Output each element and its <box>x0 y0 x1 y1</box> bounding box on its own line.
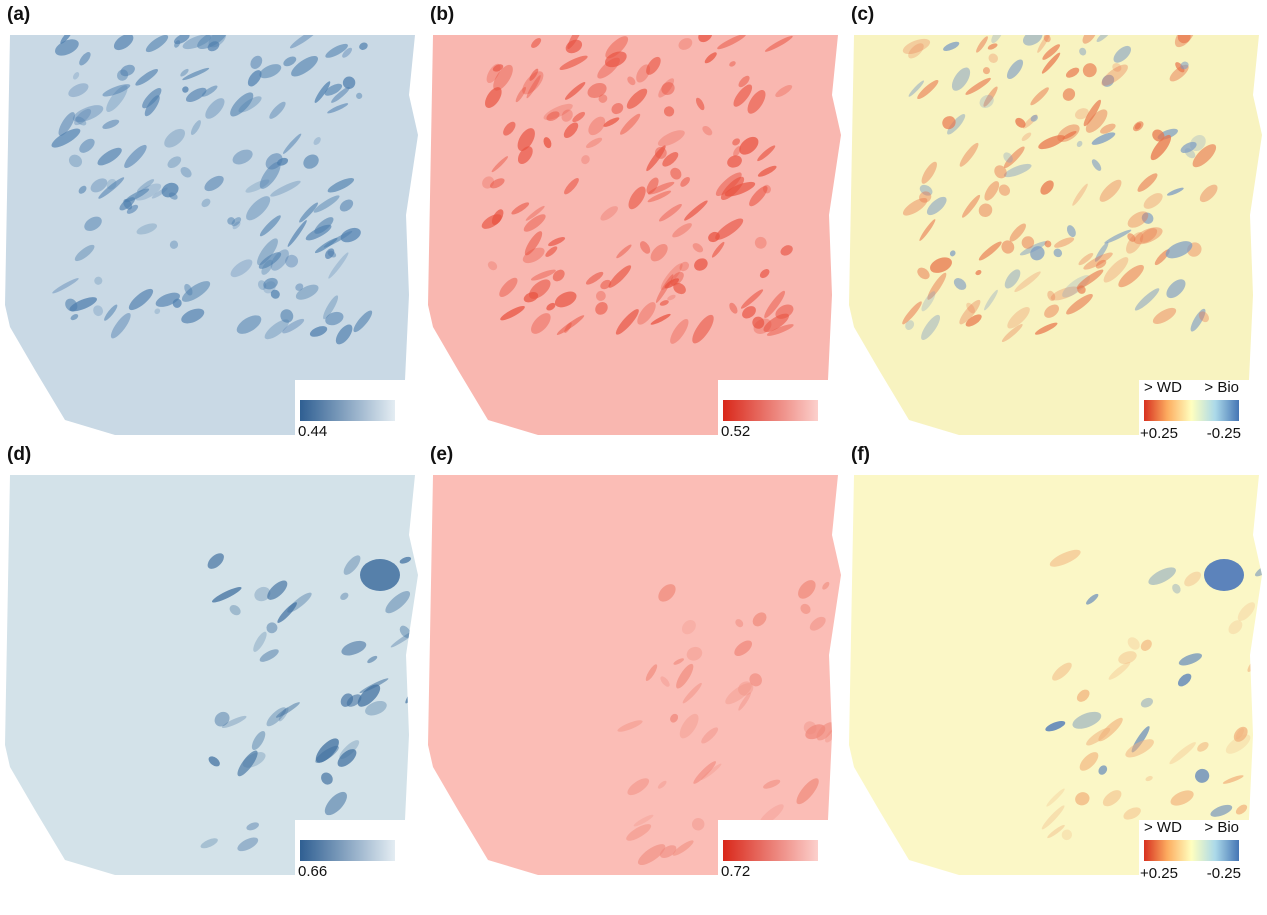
panel-label: (d) <box>7 444 31 465</box>
legend-label: 0.52 <box>721 423 750 440</box>
legend-label: 0.66 <box>298 863 327 880</box>
figure: (a) 0.44 (b) 0.52 (c) > WD > Bio +0.25 -0.25 (d) 0… <box>0 0 1267 915</box>
legend-colorbar <box>300 400 395 421</box>
legend-label: 0.44 <box>298 423 327 440</box>
legend-title: > WD <box>1144 379 1182 396</box>
legend-title: > WD <box>1144 819 1182 836</box>
legend-colorbar <box>723 400 818 421</box>
panel-label: (a) <box>7 4 30 25</box>
legend-colorbar <box>300 840 395 861</box>
legend-colorbar <box>1144 840 1239 861</box>
map-base <box>5 475 425 875</box>
legend-label: -0.25 <box>1207 425 1241 442</box>
map-patch <box>397 842 409 856</box>
map-body <box>428 22 848 435</box>
legend-colorbar <box>1144 400 1239 421</box>
legend-label: -0.25 <box>1207 865 1241 882</box>
panel-label: (c) <box>851 4 874 25</box>
map <box>849 475 1267 875</box>
panel-label: (e) <box>430 444 453 465</box>
map <box>428 475 855 875</box>
map <box>5 25 425 435</box>
panel-label: (b) <box>430 4 454 25</box>
legend-title: > Bio <box>1204 819 1239 836</box>
legend-label: 0.72 <box>721 863 750 880</box>
map-patch <box>360 559 400 591</box>
legend-label: +0.25 <box>1140 865 1178 882</box>
panel-label: (f) <box>851 444 870 465</box>
map-body <box>5 475 425 875</box>
legend-colorbar <box>723 840 818 861</box>
map <box>428 22 848 435</box>
map-patch <box>1251 817 1267 834</box>
map-body <box>5 25 425 435</box>
map-body <box>849 19 1267 435</box>
legend-label: +0.25 <box>1140 425 1178 442</box>
map-body <box>849 475 1267 875</box>
legend-title: > Bio <box>1204 379 1239 396</box>
map-patch <box>1204 559 1244 591</box>
map <box>5 475 425 875</box>
map-body <box>428 475 855 875</box>
map-base <box>428 475 848 875</box>
map <box>849 19 1267 435</box>
